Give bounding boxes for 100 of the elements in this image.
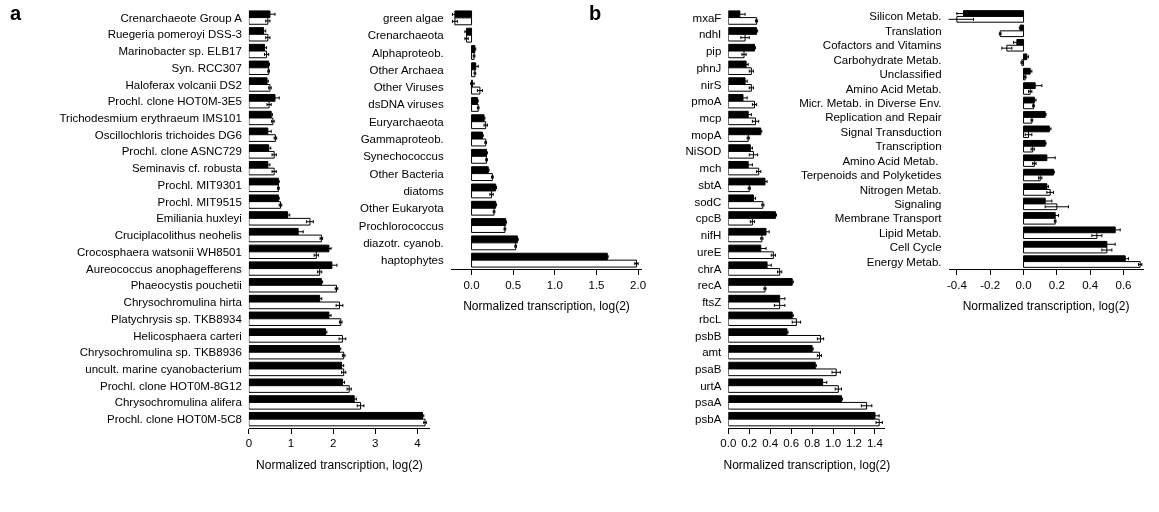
y-tick-label: nifH [700,229,722,242]
annotation: b [589,2,602,24]
y-tick-label: Cell Cycle [889,241,942,254]
y-tick-label: Prochl. clone ASNC729 [121,145,242,158]
text: a [10,2,22,24]
x-tick-label: 1.2 [846,437,863,450]
y-tick-label: ftsZ [702,296,722,309]
y-tick-label: Trichodesmium erythraeum IMS101 [59,112,242,124]
x-tick-label: 2.0 [630,278,647,291]
x-tick-label: 0.8 [804,437,821,450]
y-tick-label: Platychrysis sp. TKB8934 [111,312,243,325]
y-tick-label: haptophytes [381,254,444,267]
y-tick-label: Ruegeria pomeroyi DSS-3 [107,28,242,41]
y-tick-label: psbB [695,329,722,342]
x-tick-label: -0.2 [980,278,1001,291]
y-tick-label: Other Archaea [369,63,445,76]
y-tick-label: sodC [694,195,722,208]
y-tick-label: Transcription [875,140,942,153]
y-tick-label: chrA [697,262,722,275]
y-tick-label: uncult. marine cyanobacterium [85,362,242,375]
y-tick-label: Energy Metab. [866,255,942,268]
y-tick-label: mxaF [692,11,722,24]
y-tick-label: Haloferax volcanii DS2 [125,78,242,91]
y-tick-label: psaB [695,362,722,375]
y-tick-label: Chrysochromulina alifera [114,396,243,409]
y-tick-label: green algae [382,11,444,24]
y-tick-label: rbcL [698,312,722,325]
y-tick-label: NiSOD [685,145,722,158]
y-tick-label: pip [705,45,722,58]
x-tick-label: 0.4 [1082,278,1099,291]
x-tick-label: -0.4 [946,278,968,291]
y-tick-label: mch [699,162,722,175]
y-tick-label: Seminavis cf. robusta [131,162,243,175]
x-axis-title: Normalized transcription, log(2) [256,458,423,473]
y-tick-label: Gammaproteob. [360,133,444,146]
x-tick-label: 1.5 [588,278,605,291]
y-tick-label: phnJ [696,61,722,74]
y-tick-label: Alphaproteob. [372,46,444,59]
x-tick-label: 0 [245,437,253,450]
y-tick-label: Prochl. clone HOT0M-8G12 [99,379,242,392]
y-tick-label: Helicosphaera carteri [133,329,242,342]
y-tick-label: Lipid Metab. [878,226,942,239]
y-tick-label: dsDNA viruses [368,98,444,111]
x-tick-label: 4 [414,437,422,450]
y-tick-label: Replication and Repair [825,111,942,124]
y-tick-label: mcp [699,112,722,124]
x-tick-label: 0.2 [741,437,758,450]
y-tick-label: Chrysochromulina sp. TKB8936 [79,346,242,359]
x-tick-label: 0.2 [1048,278,1065,291]
y-tick-label: nirS [700,78,722,91]
y-tick-label: Chrysochromulina hirta [123,296,243,309]
x-tick-label: 0.6 [1115,278,1132,291]
x-tick-label: 0.0 [720,437,737,450]
y-tick-label: recA [697,279,722,292]
x-tick-label: 0.5 [505,278,522,291]
y-tick-label: Silicon Metab. [869,10,942,23]
y-tick-label: mopA [691,128,722,141]
x-tick-label: 1.0 [825,437,842,450]
x-tick-label: 1 [287,437,295,450]
y-tick-label: Membrane Transport [834,212,943,225]
x-tick-label: 2 [329,437,337,450]
x-tick-label: 0.0 [1015,278,1032,291]
y-tick-label: Crenarchaeota [367,29,445,42]
y-tick-label: Marinobacter sp. ELB17 [118,45,242,58]
y-tick-label: Terpenoids and Polyketides [800,169,942,182]
y-tick-label: Prochlorococcus [358,219,444,232]
y-tick-label: Cofactors and Vitamins [822,39,942,52]
y-tick-label: Nitrogen Metab. [859,183,942,196]
y-tick-label: Other Bacteria [369,167,445,180]
y-tick-label: Prochl. MIT9515 [157,195,242,208]
y-tick-label: Emiliania huxleyi [156,212,242,225]
y-tick-label: Phaeocystis pouchetii [130,279,242,292]
y-tick-label: ureE [697,245,722,258]
y-tick-label: Crenarchaeote Group A [120,11,243,24]
y-tick-label: amt [702,346,723,359]
y-tick-label: psbA [695,413,722,426]
y-tick-label: Amino Acid Metab. [842,154,942,167]
y-tick-label: sbtA [698,178,722,191]
x-axis-title: Normalized transcription, log(2) [723,458,891,473]
y-tick-label: pmoA [691,95,722,108]
y-tick-label: urtA [700,379,722,392]
x-tick-label: 0.6 [783,437,800,450]
y-tick-label: Prochl. clone HOT0M-3E5 [107,95,242,108]
y-tick-label: Micr. Metab. in Diverse Env. [799,96,942,109]
y-tick-label: Translation [885,24,942,37]
x-tick-label: 0.4 [762,437,779,450]
y-tick-label: Signal Transduction [840,125,942,138]
y-tick-label: cpcB [695,212,722,225]
x-tick-label: 3 [372,437,379,450]
y-tick-label: Other Viruses [373,81,444,94]
y-tick-label: Carbohydrate Metab. [833,53,942,66]
y-tick-label: ndhI [698,28,722,41]
y-tick-label: Cruciplacolithus neohelis [114,229,243,242]
x-axis-title: Normalized transcription, log(2) [463,299,630,314]
y-tick-label: Syn. RCC307 [171,61,242,74]
y-tick-label: Aureococcus anophagefferens [86,262,243,275]
x-tick-label: 1.0 [546,278,563,291]
y-tick-label: Signaling [894,197,942,210]
x-axis-title: Normalized transcription, log(2) [962,299,1130,314]
y-tick-label: Synechococcus [363,150,444,163]
